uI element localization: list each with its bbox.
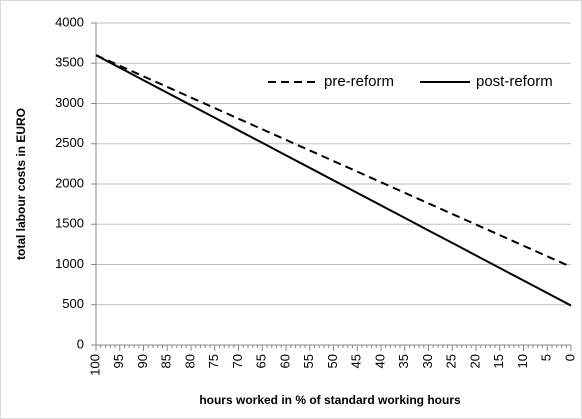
y-tick-label: 2500 xyxy=(55,135,84,150)
x-tick-label: 15 xyxy=(491,354,506,368)
y-tick-label: 500 xyxy=(62,296,84,311)
x-tick-label: 90 xyxy=(135,354,150,368)
x-tick-label: 100 xyxy=(87,354,102,376)
x-tick-label: 75 xyxy=(206,354,221,368)
x-tick-label: 40 xyxy=(372,354,387,368)
x-axis-label: hours worked in % of standard working ho… xyxy=(199,393,461,407)
y-axis-label: total labour costs in EURO xyxy=(14,108,28,260)
x-tick-label: 10 xyxy=(515,354,530,368)
x-tick-label: 30 xyxy=(420,354,435,368)
line-series xyxy=(95,54,572,268)
x-tick-label: 60 xyxy=(277,354,292,368)
y-tick-label: 3500 xyxy=(55,55,84,70)
legend-label: pre-reform xyxy=(324,73,394,90)
x-tick-label: 95 xyxy=(111,354,126,368)
y-tick-label: 4000 xyxy=(55,14,84,29)
x-tick-label: 5 xyxy=(539,354,554,361)
y-tick-label: 1500 xyxy=(55,216,84,231)
x-tick-label: 80 xyxy=(182,354,197,368)
x-tick-label: 50 xyxy=(325,354,340,368)
legend-label: post-reform xyxy=(476,73,553,90)
y-tick-label: 0 xyxy=(77,336,84,351)
x-tick-label: 0 xyxy=(562,354,577,361)
line-series xyxy=(95,54,572,307)
y-tick-label: 1000 xyxy=(55,256,84,271)
x-tick-label: 20 xyxy=(467,354,482,368)
x-tick-label: 55 xyxy=(301,354,316,368)
x-tick-label: 45 xyxy=(349,354,364,368)
y-tick-label: 2000 xyxy=(55,175,84,190)
x-tick-label: 85 xyxy=(159,354,174,368)
x-tick-label: 35 xyxy=(396,354,411,368)
x-tick-label: 25 xyxy=(444,354,459,368)
x-tick-label: 70 xyxy=(230,354,245,368)
x-tick-label: 65 xyxy=(254,354,269,368)
y-tick-label: 3000 xyxy=(55,95,84,110)
